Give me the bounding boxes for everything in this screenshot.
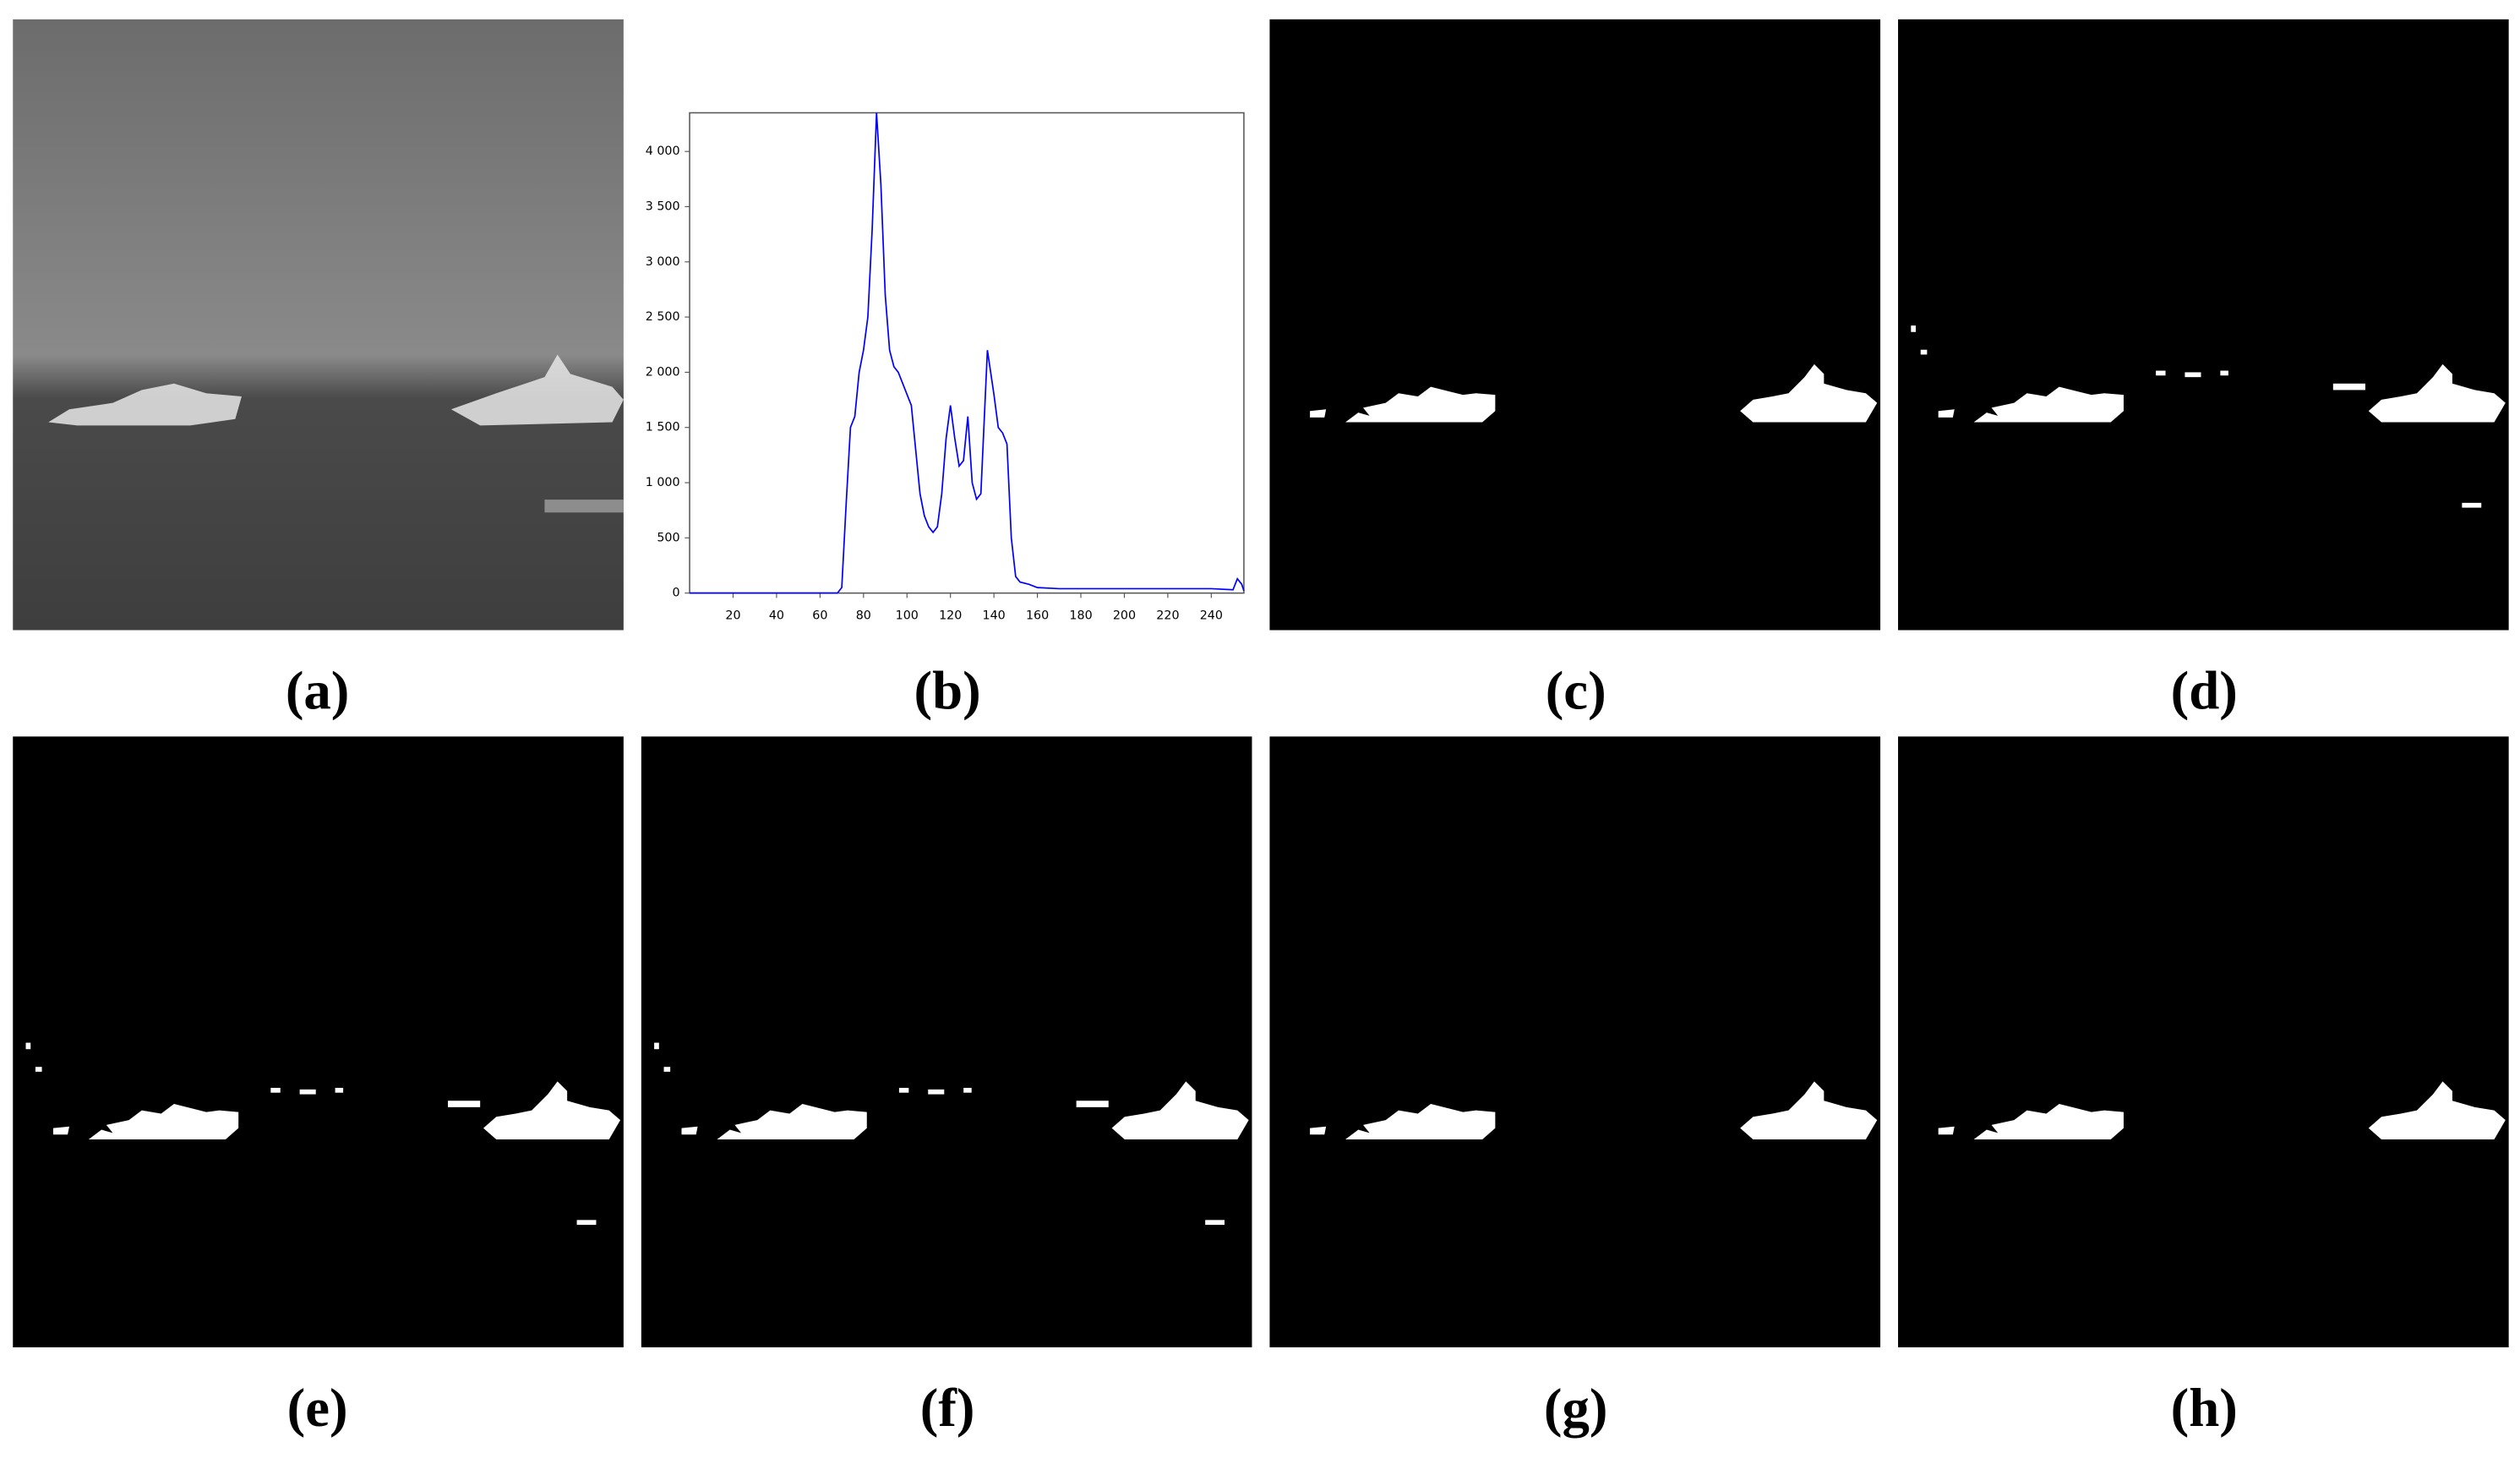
x-tick-label: 100 — [896, 609, 919, 622]
panel-label: (e) — [287, 1378, 348, 1439]
x-tick-label: 140 — [983, 609, 1006, 622]
panel-label: (b) — [914, 661, 981, 722]
x-tick-label: 160 — [1026, 609, 1049, 622]
panel-label: (h) — [2171, 1378, 2238, 1439]
plot-frame — [689, 112, 1245, 594]
panel-h-image — [1898, 736, 2509, 1347]
y-tick-label: 1 000 — [646, 476, 680, 489]
x-tick-label: 60 — [812, 609, 827, 622]
panel-a-image — [13, 19, 624, 631]
panel-c-image — [1269, 19, 1881, 631]
y-tick-label: 0 — [673, 587, 680, 600]
panel-f-image — [641, 736, 1252, 1347]
x-tick-label: 200 — [1113, 609, 1136, 622]
panel-label: (c) — [1546, 661, 1606, 722]
x-tick-label: 240 — [1200, 609, 1223, 622]
panel-e-image — [13, 736, 624, 1347]
y-tick-label: 3 500 — [646, 199, 680, 213]
panel-label: (a) — [286, 661, 350, 722]
x-tick-label: 220 — [1156, 609, 1179, 622]
panel-label: (g) — [1544, 1378, 1608, 1439]
panel-label: (f) — [920, 1378, 975, 1439]
y-tick-label: 2 500 — [646, 310, 680, 324]
panel-g-image — [1269, 736, 1881, 1347]
y-tick-label: 1 500 — [646, 421, 680, 434]
histogram-line — [690, 112, 1245, 594]
y-tick-label: 500 — [657, 531, 679, 544]
x-tick-label: 20 — [725, 609, 740, 622]
x-tick-label: 40 — [769, 609, 784, 622]
x-tick-label: 180 — [1069, 609, 1092, 622]
y-tick-label: 4 000 — [646, 145, 680, 158]
panel-label: (d) — [2171, 661, 2238, 722]
y-tick-label: 3 000 — [646, 255, 680, 269]
panel-d-image — [1898, 19, 2509, 631]
y-tick-label: 2 000 — [646, 365, 680, 379]
x-tick-label: 120 — [939, 609, 962, 622]
x-tick-label: 80 — [856, 609, 871, 622]
